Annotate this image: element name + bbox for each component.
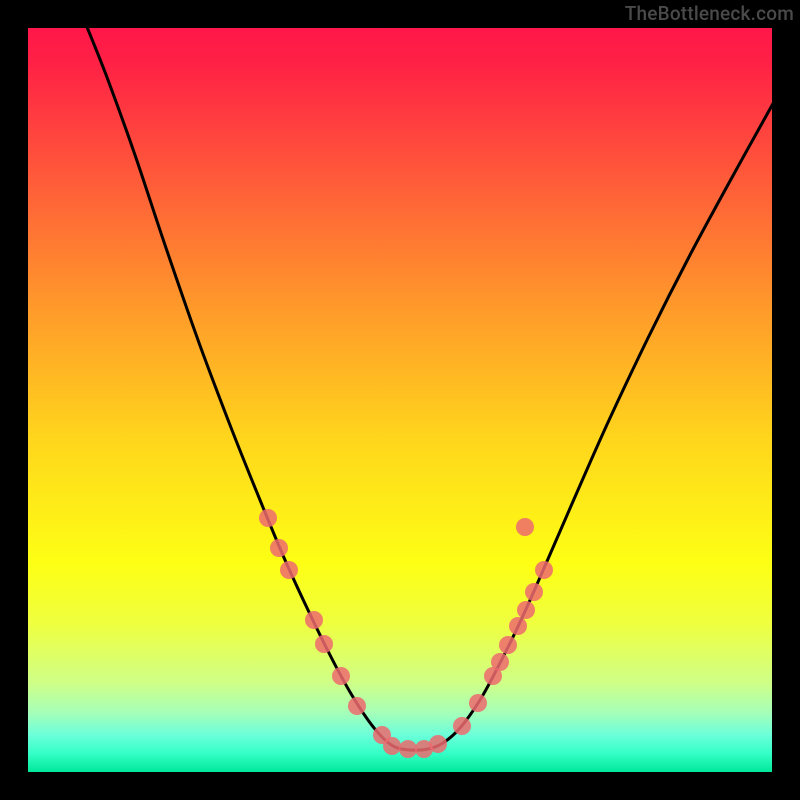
attribution-text: TheBottleneck.com xyxy=(625,2,794,25)
chart-svg xyxy=(0,0,800,800)
scatter-point xyxy=(469,694,487,712)
scatter-point xyxy=(280,561,298,579)
scatter-point xyxy=(453,717,471,735)
scatter-point xyxy=(535,561,553,579)
scatter-point xyxy=(499,636,517,654)
scatter-point xyxy=(517,601,535,619)
scatter-point xyxy=(429,735,447,753)
plot-area xyxy=(28,22,775,772)
scatter-point xyxy=(509,617,527,635)
gradient-background xyxy=(28,28,772,772)
scatter-point xyxy=(525,583,543,601)
scatter-point xyxy=(315,635,333,653)
scatter-point xyxy=(516,518,534,536)
scatter-point xyxy=(383,737,401,755)
scatter-point xyxy=(332,667,350,685)
scatter-point xyxy=(348,697,366,715)
scatter-point xyxy=(305,611,323,629)
scatter-point xyxy=(399,740,417,758)
scatter-point xyxy=(491,653,509,671)
scatter-point xyxy=(270,539,288,557)
chart-root: TheBottleneck.com xyxy=(0,0,800,800)
scatter-point xyxy=(259,509,277,527)
